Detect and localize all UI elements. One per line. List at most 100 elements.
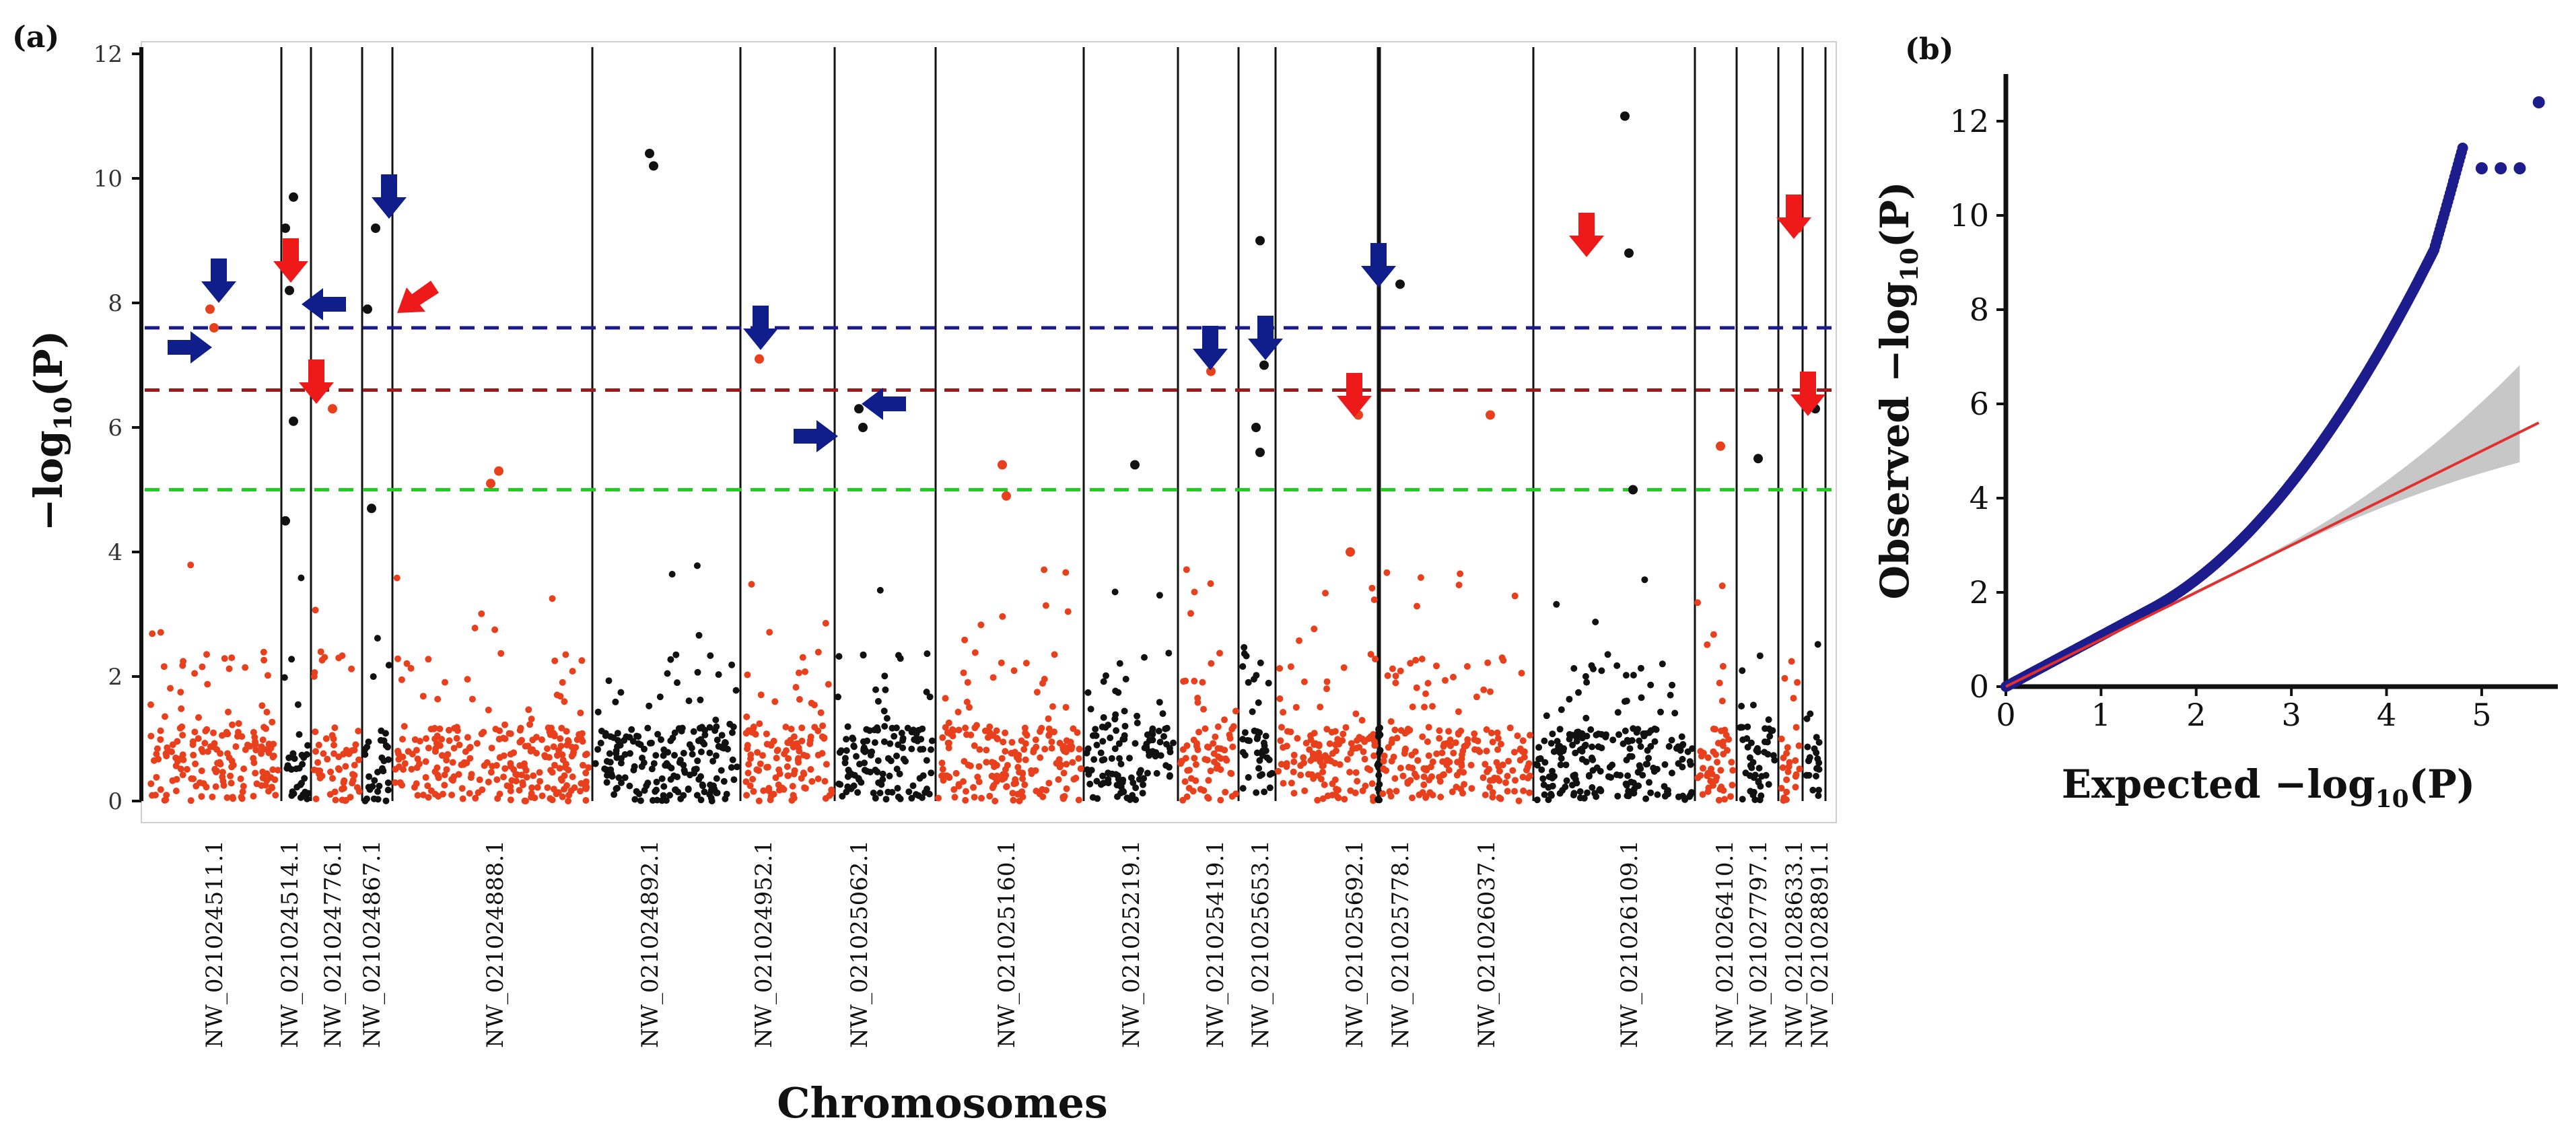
snp-point — [1014, 790, 1021, 798]
snp-point — [1725, 736, 1733, 743]
snp-point — [880, 707, 888, 715]
snp-point — [983, 747, 990, 754]
snp-point — [1686, 758, 1694, 765]
snp-point — [1280, 780, 1287, 787]
snp-point — [450, 744, 458, 752]
snp-point — [1059, 794, 1067, 801]
snp-point — [1783, 776, 1790, 784]
snp-point — [764, 763, 771, 771]
snp-point — [701, 731, 709, 738]
snp-point — [1520, 787, 1527, 794]
snp-point — [1463, 663, 1471, 670]
snp-point — [597, 739, 604, 747]
snp-point — [961, 758, 968, 765]
snp-point — [565, 737, 571, 744]
snp-point — [577, 788, 584, 795]
snp-point — [1647, 789, 1655, 796]
snp-point — [881, 672, 889, 680]
snp-point — [1419, 733, 1426, 740]
snp-point — [742, 778, 750, 786]
snp-point — [213, 768, 219, 775]
snp-point — [693, 792, 701, 799]
snp-point — [883, 715, 891, 722]
qq-y-tick-label: 0 — [1970, 668, 1989, 705]
snp-point — [806, 740, 814, 747]
snp-point — [285, 754, 293, 761]
chromosome-label: NW_021025692.1 — [1342, 840, 1368, 1048]
snp-point — [1388, 739, 1395, 747]
snp-point — [1661, 792, 1669, 800]
arrow-icon — [862, 388, 906, 420]
snp-point — [436, 725, 444, 732]
arrow-icon — [794, 420, 838, 452]
snp-point — [342, 797, 349, 804]
expected-diagonal — [2005, 421, 2540, 688]
snp-point — [637, 741, 644, 749]
snp-point — [1587, 726, 1595, 733]
snp-point — [1348, 740, 1355, 747]
snp-point — [1597, 787, 1605, 794]
snp-point — [766, 629, 773, 636]
snp-point — [825, 681, 832, 688]
snp-point — [1558, 706, 1565, 714]
snp-point — [1253, 735, 1261, 742]
snp-point — [1515, 797, 1523, 804]
snp-point — [1089, 732, 1096, 739]
snp-point — [1216, 650, 1223, 657]
snp-point — [216, 759, 223, 766]
snp-point — [204, 748, 211, 755]
snp-point — [685, 786, 692, 793]
snp-point — [392, 779, 399, 786]
snp-point — [757, 760, 764, 767]
snp-point — [1675, 760, 1682, 767]
snp-point — [1551, 773, 1558, 780]
snp-point — [1595, 730, 1602, 738]
snp-point — [1572, 749, 1579, 757]
snp-point — [1241, 729, 1249, 736]
snp-point — [1159, 710, 1167, 718]
snp-point — [1116, 660, 1123, 667]
snp-point — [250, 728, 257, 736]
snp-point — [222, 730, 230, 738]
snp-point — [613, 785, 620, 792]
snp-point — [425, 656, 432, 663]
snp-point — [225, 708, 232, 716]
snp-point — [975, 778, 983, 786]
snp-point — [1483, 747, 1490, 755]
snp-point — [1728, 759, 1735, 766]
snp-point — [1563, 777, 1570, 784]
snp-point — [1022, 756, 1029, 763]
chromosome-label: NW_021028633.1 — [1781, 840, 1808, 1048]
snp-point — [442, 679, 448, 686]
snp-point — [1647, 742, 1655, 750]
snp-point — [187, 561, 195, 569]
significant-snp — [1716, 441, 1725, 451]
snp-point — [1446, 759, 1453, 766]
snp-point — [836, 749, 843, 756]
snp-point — [459, 795, 466, 802]
snp-point — [1433, 662, 1440, 670]
snp-point — [196, 779, 203, 786]
snp-point — [571, 784, 578, 792]
snp-point — [1336, 761, 1344, 768]
arrow-icon — [201, 258, 236, 303]
snp-point — [1613, 771, 1620, 778]
snp-point — [759, 752, 766, 759]
snp-point — [1019, 775, 1026, 782]
snp-point — [578, 736, 586, 743]
snp-point — [785, 755, 792, 762]
snp-point — [653, 778, 660, 786]
snp-point — [756, 720, 763, 728]
snp-point — [1381, 753, 1388, 759]
snp-point — [1301, 787, 1309, 794]
snp-point — [269, 718, 276, 726]
snp-point — [172, 788, 180, 794]
snp-point — [328, 732, 336, 739]
snp-point — [623, 733, 630, 740]
snp-point — [1641, 576, 1648, 584]
snp-point — [1310, 775, 1317, 782]
chromosome-label: NW_021027797.1 — [1745, 840, 1772, 1048]
snp-point — [1724, 747, 1731, 754]
y-tick-label: 4 — [108, 539, 123, 566]
snp-point — [1589, 756, 1597, 763]
